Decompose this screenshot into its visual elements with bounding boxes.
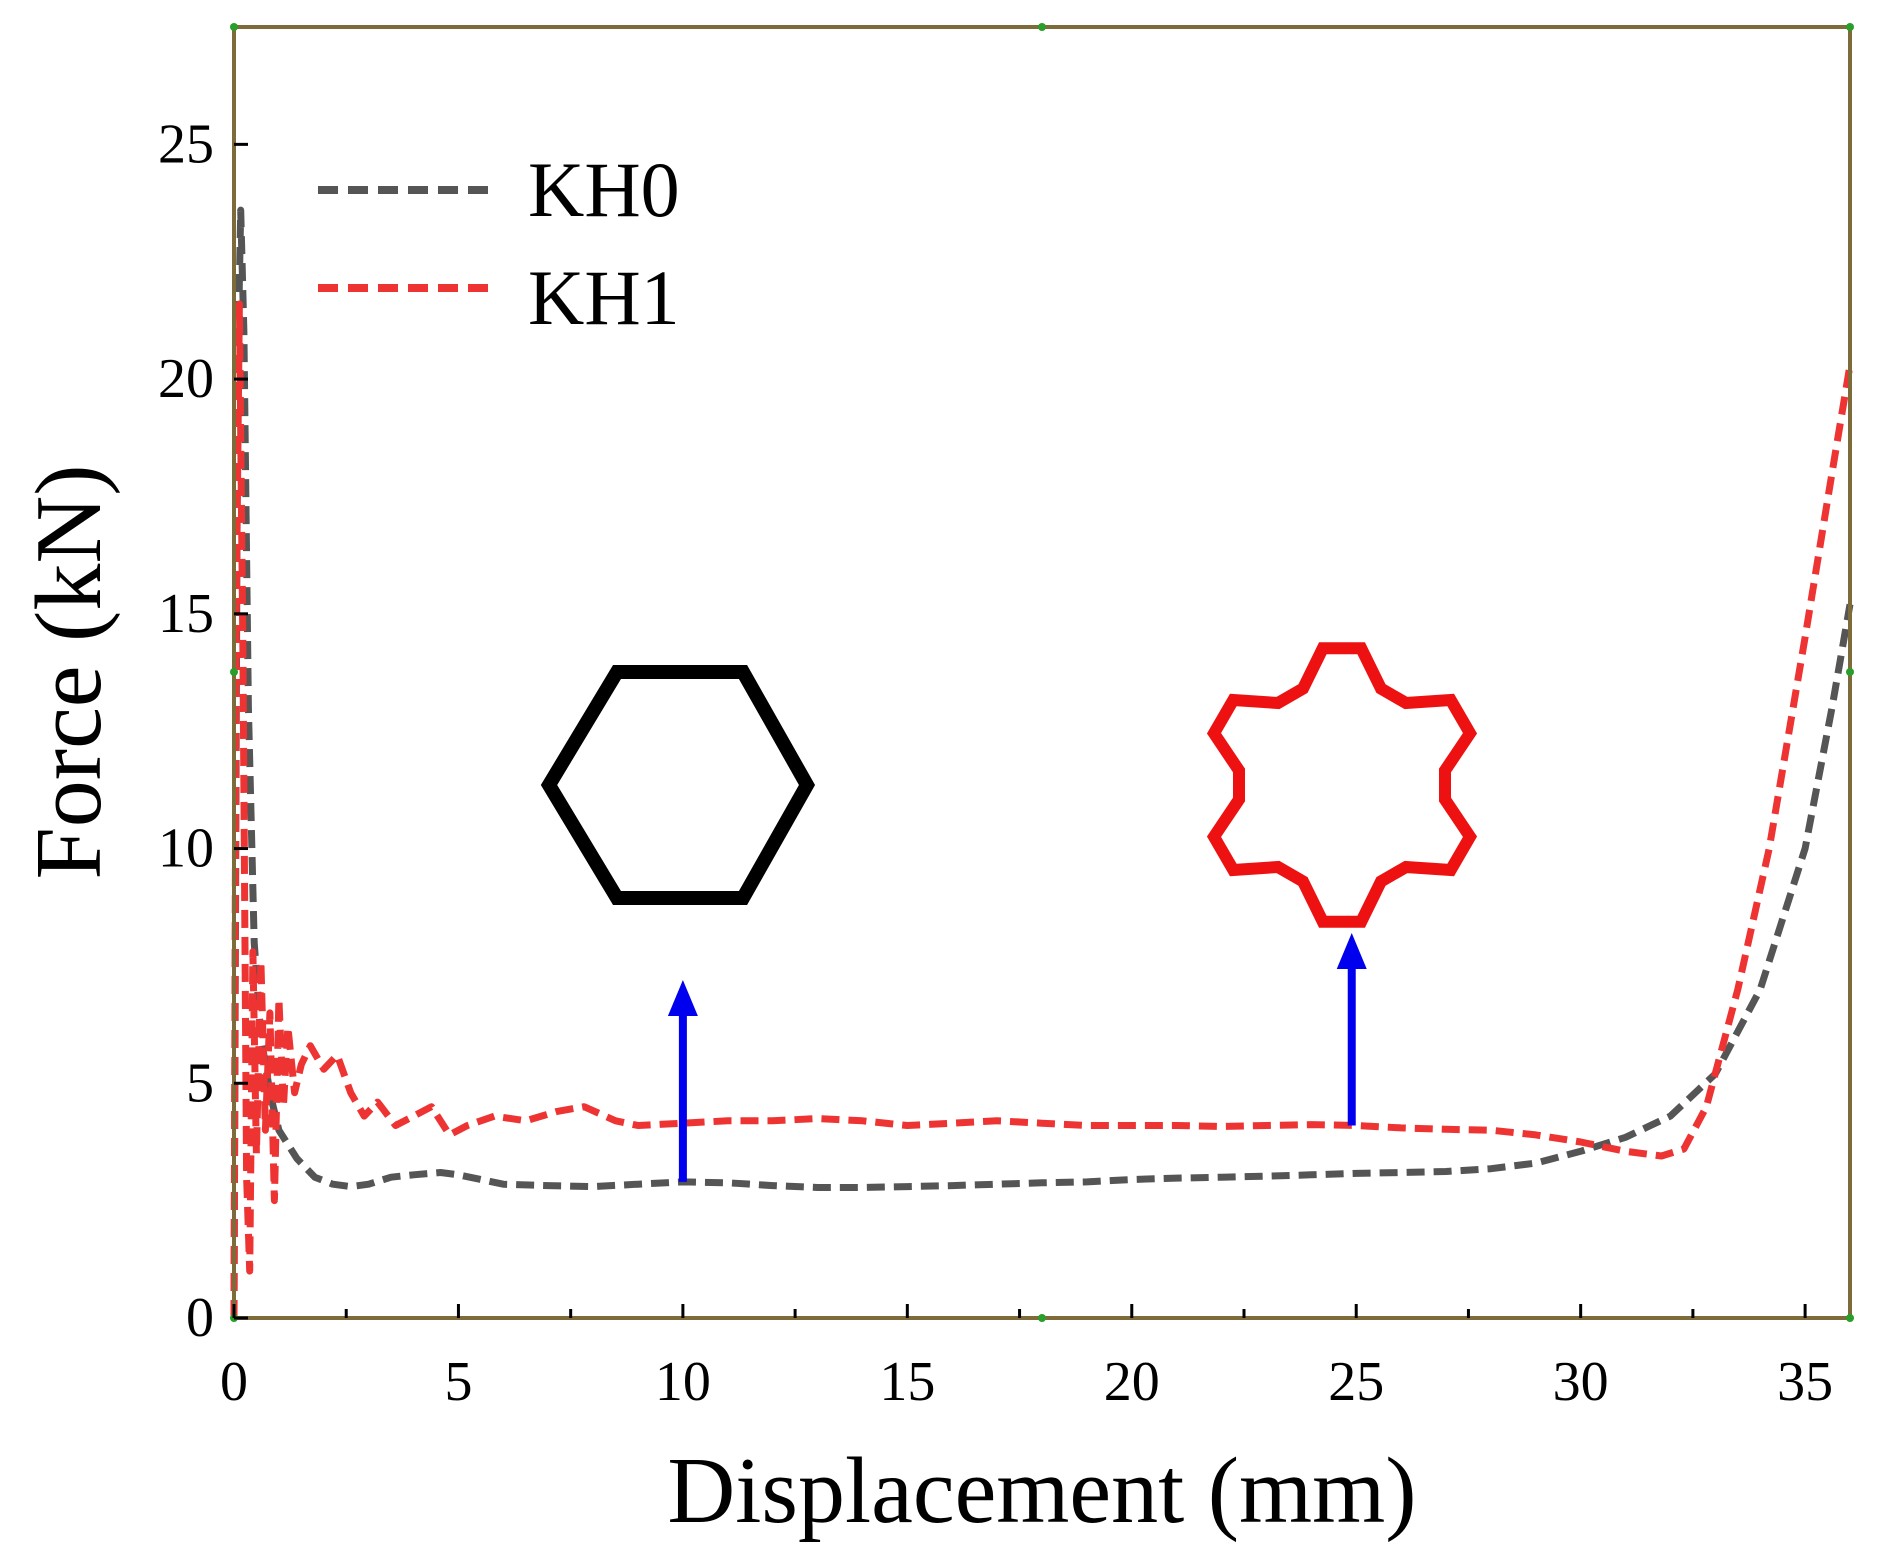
y-axis-label: Force (kN) [17,464,121,879]
annotation-layer [667,933,1367,1182]
x-tick-label: 20 [1104,1351,1160,1413]
y-tick-label: 20 [158,348,214,410]
frame-handle [1038,23,1046,31]
x-tick-label: 0 [220,1351,248,1413]
y-tick-label: 25 [158,113,214,175]
x-axis-label: Displacement (mm) [667,1439,1416,1543]
x-axis-ticks: 0 5 10 15 20 25 30 35 [220,1304,1833,1413]
frame-handle [1846,1314,1854,1322]
x-tick-label: 35 [1777,1351,1833,1413]
y-tick-label: 10 [158,818,214,880]
kh1-star-hexagon-shape [1206,642,1478,928]
series-line-kh1 [230,300,1854,1319]
x-tick-label: 5 [444,1351,472,1413]
legend: KH0 KH1 [318,146,680,341]
kh0-hexagon-shape [540,665,816,905]
annotation-arrow-head [667,979,698,1016]
x-tick-label: 15 [879,1351,935,1413]
x-tick-label: 25 [1328,1351,1384,1413]
y-tick-label: 15 [158,583,214,645]
legend-label-kh0: KH0 [528,146,680,233]
x-tick-label: 10 [655,1351,711,1413]
frame-handle [230,668,238,676]
x-tick-label: 30 [1553,1351,1609,1413]
legend-label-kh1: KH1 [528,254,680,341]
frame-handle [230,23,238,31]
frame-handle [1846,668,1854,676]
y-tick-label: 0 [186,1287,214,1349]
frame-handle [1846,23,1854,31]
frame-handle [1038,1314,1046,1322]
series-line-kh0 [230,206,1854,1319]
annotation-arrow-head [1336,933,1367,970]
series-layer [230,206,1854,1319]
y-axis-ticks: 0 5 10 15 20 25 [158,113,248,1349]
y-tick-label: 5 [186,1052,214,1114]
